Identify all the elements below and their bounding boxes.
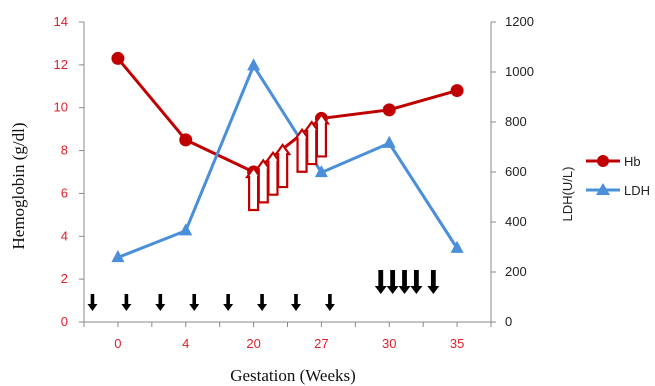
x-axis-ticks: 0 4 20 27 30 35 — [83, 322, 492, 351]
transfusion-up-arrow — [293, 127, 311, 173]
treatment-down-arrow — [223, 294, 234, 311]
y2-axis-title: LDH(U/L) — [560, 167, 575, 222]
data-point-ldh — [382, 135, 396, 148]
treatment-down-arrow — [374, 270, 387, 294]
data-point-hb — [450, 84, 464, 98]
transfusion-up-arrow — [312, 112, 331, 158]
treatment-down-arrow — [290, 294, 301, 311]
left-tick-label: 8 — [61, 143, 68, 158]
data-point-ldh — [179, 223, 193, 236]
legend-label: LDH — [624, 183, 650, 198]
left-tick-label: 12 — [54, 57, 68, 72]
transfusion-up-arrow — [264, 150, 282, 196]
series-line-ldh — [117, 64, 459, 259]
x-tick-label: 27 — [314, 336, 328, 351]
left-tick-label: 0 — [61, 314, 68, 329]
data-point-hb — [179, 133, 193, 147]
right-tick-label: 0 — [505, 314, 512, 329]
treatment-down-arrow — [189, 294, 200, 311]
x-tick-label: 35 — [450, 336, 464, 351]
transfusion-up-arrow — [274, 143, 292, 189]
treatment-down-arrow — [427, 270, 440, 294]
right-tick-label: 400 — [505, 214, 527, 229]
data-point-ldh — [314, 165, 328, 178]
treatment-down-arrow — [324, 294, 335, 311]
legend-label: Hb — [624, 154, 641, 169]
right-tick-label: 200 — [505, 264, 527, 279]
data-point-ldh — [111, 250, 125, 263]
left-tick-label: 10 — [54, 100, 68, 115]
legend-marker — [596, 183, 610, 195]
x-tick-label: 30 — [382, 336, 396, 351]
transfusion-up-arrow — [303, 120, 321, 166]
series-line-hb — [116, 57, 458, 174]
data-point-ldh — [247, 58, 261, 71]
series-layer — [111, 51, 464, 263]
treatment-down-arrow — [121, 294, 132, 311]
treatment-down-arrow — [155, 294, 166, 311]
y-axis-title: Hemoglobin (g/dl) — [9, 122, 28, 249]
series-ldh — [111, 58, 464, 263]
x-tick-label: 0 — [114, 336, 121, 351]
data-point-ldh — [450, 240, 464, 253]
transfusion-up-arrow — [244, 166, 263, 212]
right-tick-label: 600 — [505, 164, 527, 179]
left-tick-label: 2 — [61, 271, 68, 286]
right-axis-ticks: 0 200 400 600 800 1000 1200 — [491, 14, 534, 329]
right-tick-label: 800 — [505, 114, 527, 129]
left-tick-label: 14 — [54, 14, 68, 29]
x-tick-label: 4 — [182, 336, 189, 351]
right-tick-label: 1200 — [505, 14, 534, 29]
x-axis-title: Gestation (Weeks) — [230, 366, 356, 385]
data-point-hb — [111, 51, 125, 65]
right-tick-label: 1000 — [505, 64, 534, 79]
x-tick-label: 20 — [246, 336, 260, 351]
transfusion-up-arrow — [254, 158, 272, 204]
left-tick-label: 6 — [61, 185, 68, 200]
treatment-down-arrow — [386, 270, 399, 294]
annotation-layer — [87, 112, 440, 311]
data-point-hb — [382, 103, 396, 117]
legend-item-hb: Hb — [586, 154, 641, 169]
legend-marker — [597, 155, 609, 167]
left-tick-label: 4 — [61, 228, 68, 243]
left-axis-ticks: 0 2 4 6 8 10 12 14 — [54, 14, 84, 329]
treatment-down-arrow — [410, 270, 423, 294]
legend-item-ldh: LDH — [586, 183, 650, 198]
treatment-down-arrow — [398, 270, 411, 294]
treatment-down-arrow — [257, 294, 268, 311]
treatment-down-arrow — [87, 294, 98, 311]
legend: Hb LDH — [586, 154, 650, 198]
